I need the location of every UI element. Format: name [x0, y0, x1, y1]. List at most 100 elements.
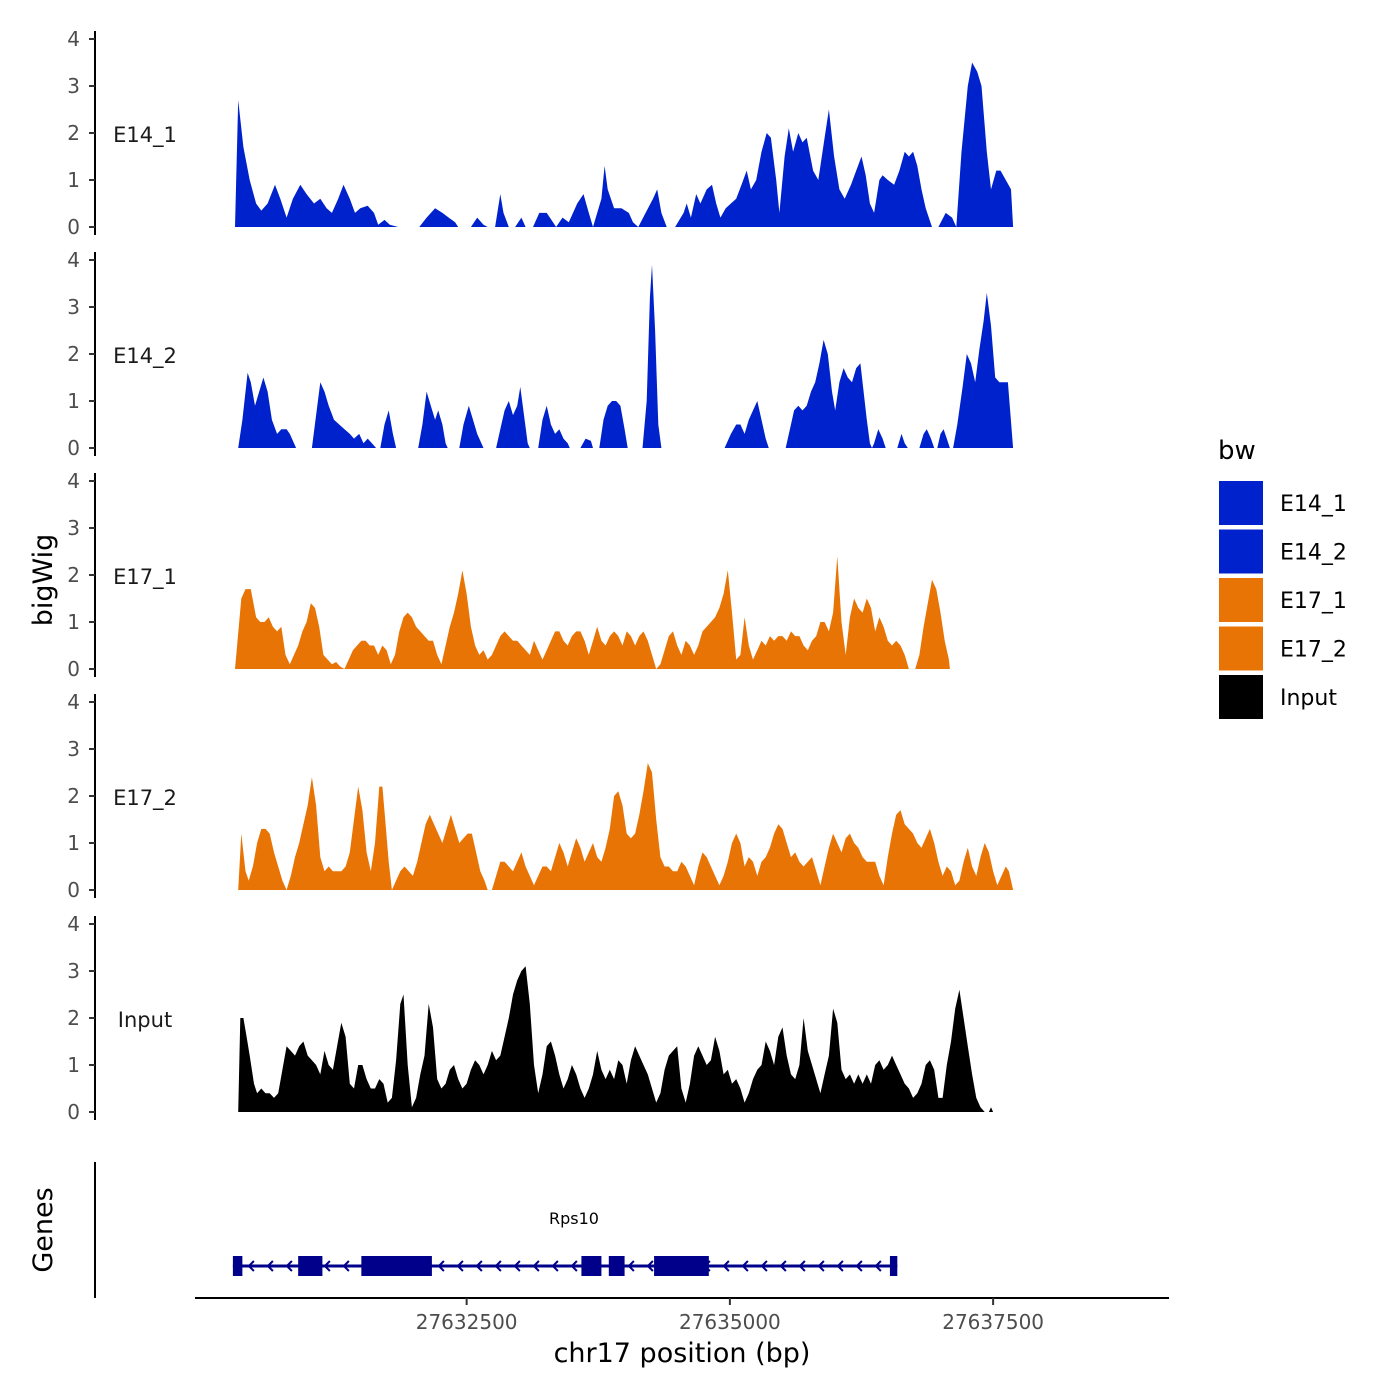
legend-item-E14_1: E14_1: [1217, 479, 1347, 527]
y-tick-label: 1: [67, 831, 80, 855]
y-tick-label: 4: [67, 469, 80, 493]
gene-exon: [361, 1256, 432, 1276]
strand-arrow: [513, 1260, 521, 1272]
legend-swatch: [1217, 527, 1265, 576]
strand-arrow: [760, 1260, 768, 1272]
strand-arrow: [494, 1260, 502, 1272]
track-label: E17_2: [113, 786, 177, 811]
strand-arrow: [342, 1260, 350, 1272]
legend-swatch: [1217, 624, 1265, 673]
y-tick-label: 3: [67, 737, 80, 761]
strand-arrow: [551, 1260, 559, 1272]
strand-arrow: [874, 1260, 882, 1272]
legend-swatch: [1217, 576, 1265, 624]
strand-arrow: [570, 1260, 578, 1272]
legend-swatch: [1217, 673, 1265, 721]
strand-arrow: [779, 1260, 787, 1272]
coverage-tracks: 0 1 2 3 4 E14_1 0 1 2 3 4 E14_2 0 1 2 3 4 E17_1 0 1 2 3 4 E17_2…: [67, 27, 1014, 1124]
track-E14_2: 0 1 2 3 4 E14_2: [67, 248, 1014, 460]
legend-items: E14_1 E14_2 E17_1 E17_2 Input: [1217, 479, 1347, 721]
coverage-area: [235, 62, 1014, 227]
strand-arrow: [646, 1260, 654, 1272]
strand-arrow: [722, 1260, 730, 1272]
strand-arrow: [323, 1260, 331, 1272]
y-tick-label: 3: [67, 295, 80, 319]
legend-item-Input: Input: [1217, 673, 1337, 721]
strand-arrow: [266, 1260, 274, 1272]
coverage-area: [238, 763, 1014, 890]
y-tick-label: 2: [67, 342, 80, 366]
track-Input: 0 1 2 3 4 Input: [67, 912, 998, 1124]
legend-swatch: [1217, 479, 1265, 527]
gene-exon: [298, 1256, 323, 1276]
track-E17_2: 0 1 2 3 4 E17_2: [67, 690, 1014, 902]
strand-arrow: [836, 1260, 844, 1272]
strand-arrow: [627, 1260, 635, 1272]
y-axis-title: bigWig: [28, 534, 59, 627]
y-tick-label: 0: [67, 215, 80, 239]
legend-item-E14_2: E14_2: [1217, 527, 1347, 576]
strand-arrow: [456, 1260, 464, 1272]
y-tick-label: 2: [67, 1006, 80, 1030]
legend-label: E17_2: [1280, 638, 1347, 663]
y-tick-label: 2: [67, 784, 80, 808]
gene-exon: [232, 1256, 243, 1276]
track-label: E14_2: [113, 344, 177, 369]
legend-label: E14_1: [1280, 492, 1347, 517]
coverage-area: [238, 264, 1014, 448]
y-tick-label: 1: [67, 168, 80, 192]
track-label: E17_1: [113, 565, 177, 590]
strand-arrow: [247, 1260, 255, 1272]
x-tick-label: 27635000: [679, 1310, 781, 1334]
strand-arrow: [817, 1260, 825, 1272]
legend-label: Input: [1280, 686, 1337, 711]
legend-item-E17_2: E17_2: [1217, 624, 1347, 673]
strand-arrow: [855, 1260, 863, 1272]
track-E14_1: 0 1 2 3 4 E14_1: [67, 27, 1014, 239]
strand-arrow: [437, 1260, 445, 1272]
coverage-area: [235, 556, 950, 669]
gene-model: [232, 1256, 898, 1276]
y-tick-label: 4: [67, 248, 80, 272]
y-tick-label: 3: [67, 74, 80, 98]
strand-arrow: [532, 1260, 540, 1272]
y-tick-label: 4: [67, 690, 80, 714]
y-tick-label: 1: [67, 389, 80, 413]
y-tick-label: 3: [67, 959, 80, 983]
gene-exon: [581, 1256, 602, 1276]
y-tick-label: 0: [67, 657, 80, 681]
x-axis-ticks: 27632500 27635000 27637500: [416, 1298, 1044, 1334]
gene-exon: [654, 1256, 709, 1276]
y-tick-label: 3: [67, 516, 80, 540]
coverage-area: [238, 966, 998, 1112]
strand-arrow: [475, 1260, 483, 1272]
legend-item-E17_1: E17_1: [1217, 576, 1347, 624]
y-tick-label: 2: [67, 121, 80, 145]
x-tick-label: 27632500: [416, 1310, 518, 1334]
legend-label: E14_2: [1280, 541, 1347, 566]
y-tick-label: 1: [67, 1053, 80, 1077]
legend-label: E17_1: [1280, 589, 1347, 614]
y-tick-label: 0: [67, 878, 80, 902]
gene-track: Genes Rps10: [28, 1162, 898, 1298]
track-E17_1: 0 1 2 3 4 E17_1: [67, 469, 950, 681]
track-label: E14_1: [113, 123, 177, 148]
gene-exon: [889, 1256, 898, 1276]
x-axis: 27632500 27635000 27637500 chr17 position …: [195, 1297, 1169, 1369]
x-axis-title: chr17 position (bp): [554, 1338, 811, 1369]
y-tick-label: 1: [67, 610, 80, 634]
track-label: Input: [118, 1008, 172, 1032]
x-tick-label: 27637500: [942, 1310, 1044, 1334]
y-tick-label: 4: [67, 27, 80, 51]
gene-name-label: Rps10: [549, 1209, 599, 1228]
legend-title: bw: [1218, 436, 1256, 466]
genes-axis-title: Genes: [28, 1187, 59, 1272]
y-tick-label: 2: [67, 563, 80, 587]
strand-arrow: [285, 1260, 293, 1272]
gene-exon: [608, 1256, 625, 1276]
strand-arrow: [741, 1260, 749, 1272]
y-tick-label: 0: [67, 1100, 80, 1124]
strand-arrow: [798, 1260, 806, 1272]
legend: bw E14_1 E14_2 E17_1 E17_2 Input: [1217, 436, 1347, 721]
